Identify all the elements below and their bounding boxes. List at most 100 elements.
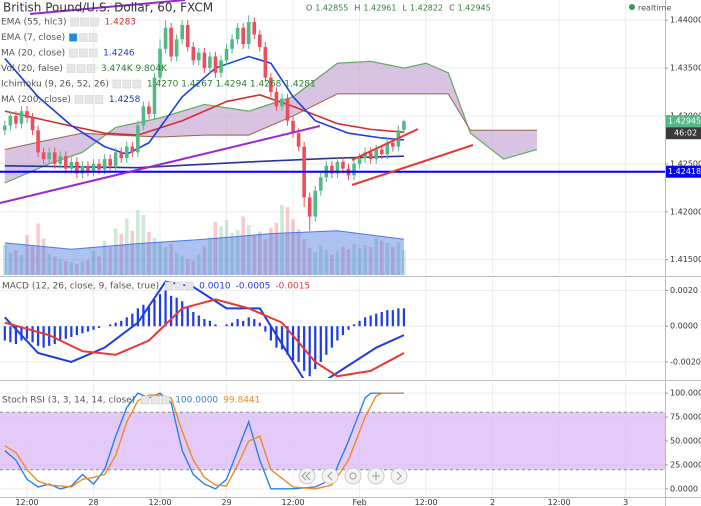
legend-icon	[68, 48, 78, 58]
legend-value: 1.4283	[105, 18, 137, 28]
volume-bar	[147, 232, 151, 275]
legend-value: 99.8441	[223, 396, 260, 406]
volume-bar	[30, 246, 35, 275]
volume-bar	[224, 220, 229, 275]
legend-value: 3.474K 9.804K	[101, 64, 168, 74]
candle-body	[368, 152, 373, 160]
volume-bar	[357, 248, 362, 275]
volume-bar	[141, 215, 146, 275]
histogram-bar	[330, 326, 333, 348]
x-tick-label: 28	[88, 498, 98, 506]
nav-button[interactable]	[390, 467, 408, 485]
histogram-bar	[186, 306, 189, 327]
legend-name: Ichimoku (9, 26, 52, 26)	[1, 80, 109, 90]
price-label: 1.42418	[668, 167, 701, 176]
nav-button[interactable]	[321, 467, 339, 485]
candle-body	[147, 106, 151, 115]
candle-body	[385, 142, 390, 155]
volume-bar	[391, 247, 395, 275]
legend-icon	[66, 64, 76, 73]
candle-body	[75, 161, 79, 174]
y-tick-label: 100.0000	[670, 389, 701, 398]
histogram-bar	[242, 320, 245, 327]
trend-line	[0, 125, 321, 204]
nav-icon	[301, 471, 311, 481]
candle-body	[58, 156, 63, 164]
volume-bar	[269, 227, 273, 275]
histogram-bar	[253, 319, 256, 327]
candle-body	[80, 165, 85, 174]
histogram-bar	[53, 326, 56, 345]
legend-icon	[70, 17, 79, 27]
histogram-bar	[36, 326, 40, 346]
legend-value: 100.0000	[175, 396, 218, 406]
histogram-bar	[97, 326, 101, 328]
volume-bar	[402, 250, 406, 275]
histogram-bar	[352, 324, 356, 327]
histogram-bar	[258, 322, 261, 327]
volume-bar	[86, 260, 90, 275]
histogram-bar	[20, 326, 23, 341]
candle-body	[141, 106, 146, 126]
histogram-bar	[197, 315, 200, 327]
legend-icon	[150, 395, 160, 405]
histogram-bar	[286, 326, 289, 355]
histogram-bar	[214, 324, 217, 327]
volume-bar	[252, 235, 257, 275]
histogram-bar	[31, 326, 34, 343]
histogram-bar	[347, 326, 350, 330]
nav-button[interactable]	[298, 467, 316, 485]
legend-icon	[80, 17, 89, 27]
candle-body	[86, 165, 90, 172]
y-tick-label: 75.0000	[670, 413, 701, 422]
candle-body	[202, 52, 207, 69]
volume-bar	[352, 243, 356, 275]
countdown: 46:02	[674, 129, 697, 138]
volume-bar	[280, 205, 284, 275]
volume-bar	[213, 222, 218, 275]
histogram-bar	[247, 317, 250, 327]
volume-bar	[235, 230, 240, 275]
candle-body	[363, 152, 367, 159]
volume-bar	[25, 235, 29, 275]
volume-bar	[14, 250, 18, 275]
countdown-box	[666, 127, 701, 140]
candle-body	[280, 98, 284, 107]
histogram-bar	[70, 326, 73, 337]
volume-bar	[363, 245, 367, 275]
x-tick-label: 12:00	[15, 498, 38, 506]
legend-icon	[78, 33, 88, 42]
volume-bar	[36, 223, 40, 275]
y-tick-label: 1.41500	[670, 255, 701, 264]
histogram-bar	[92, 326, 95, 330]
indicator-line	[4, 280, 405, 378]
legend-icon	[174, 281, 184, 291]
histogram-bar	[147, 306, 151, 327]
x-tick-label: 3	[623, 498, 628, 506]
volume-bar	[341, 246, 345, 275]
histogram-bar	[308, 326, 311, 377]
legend-icon	[76, 64, 86, 73]
volume-bar	[8, 252, 13, 275]
candle-body	[307, 197, 312, 217]
histogram-bar	[181, 301, 184, 327]
panel-title: MACD (12, 26, close, 9, false, true)	[2, 282, 159, 292]
histogram-bar	[59, 326, 62, 341]
histogram-bar	[192, 311, 195, 327]
volume-bar	[75, 264, 79, 275]
candle-body	[357, 158, 362, 164]
volume-bar	[174, 252, 179, 275]
volume-bar	[124, 218, 129, 275]
histogram-bar	[397, 308, 400, 327]
cloud-span-a	[4, 60, 538, 184]
y-tick-label: 0.0020	[670, 286, 698, 295]
histogram-bar	[136, 308, 139, 327]
candle-body	[285, 98, 290, 121]
histogram-bar	[114, 322, 117, 327]
candle-body	[352, 163, 356, 176]
volume-bar	[102, 240, 107, 275]
nav-button[interactable]	[344, 467, 362, 485]
histogram-bar	[236, 319, 239, 327]
x-tick-label: 12:00	[148, 498, 171, 506]
